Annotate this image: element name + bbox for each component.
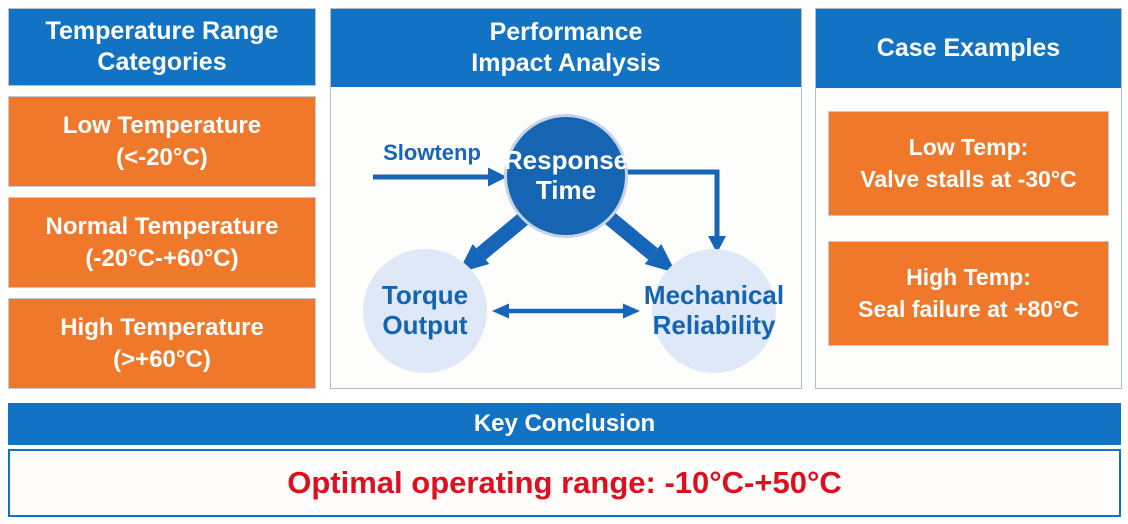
low-temp-case-box: Low Temp: Valve stalls at -30°C xyxy=(828,111,1109,216)
high-temp-case-box: High Temp: Seal failure at +80°C xyxy=(828,241,1109,346)
temperature-categories-title: Temperature Range Categories xyxy=(45,16,279,76)
case-examples-content: Low Temp: Valve stalls at -30°C High Tem… xyxy=(816,88,1121,346)
torque-output-node: Torque Output xyxy=(363,249,487,373)
torque-output-label: Torque Output xyxy=(381,280,469,340)
temperature-categories-panel: Temperature Range Categories Low Tempera… xyxy=(8,8,316,389)
conclusion-text: Optimal operating range: -10°C-+50°C xyxy=(287,465,842,500)
case-examples-panel: Case Examples Low Temp: Valve stalls at … xyxy=(815,8,1122,389)
response-time-node: Response Time xyxy=(504,114,628,238)
response-time-label: Response Time xyxy=(503,145,629,205)
response-to-reliability-elbow-arrow xyxy=(627,169,726,253)
high-temperature-label: High Temperature (>+60°C) xyxy=(60,313,264,373)
response-to-mechanical-arrow xyxy=(601,209,676,273)
key-conclusion-title: Key Conclusion xyxy=(473,410,656,437)
performance-analysis-title: Performance Impact Analysis xyxy=(471,17,661,77)
key-conclusion-header: Key Conclusion xyxy=(8,403,1121,445)
case-examples-title: Case Examples xyxy=(876,33,1061,62)
low-temp-case-label: Low Temp: Valve stalls at -30°C xyxy=(860,134,1077,192)
case-examples-header: Case Examples xyxy=(816,9,1121,88)
performance-analysis-header: Performance Impact Analysis xyxy=(331,9,801,87)
torque-mechanical-double-arrow xyxy=(492,303,640,319)
normal-temperature-label: Normal Temperature (-20°C-+60°C) xyxy=(45,212,279,272)
key-conclusion-body: Optimal operating range: -10°C-+50°C xyxy=(8,449,1121,517)
normal-temperature-box: Normal Temperature (-20°C-+60°C) xyxy=(8,197,316,288)
slowtemp-label: Slowtenp xyxy=(383,140,481,165)
slowtemp-arrow xyxy=(373,167,507,187)
low-temperature-label: Low Temperature (<-20°C) xyxy=(62,111,262,171)
mechanical-reliability-label: Mechanical Reliability xyxy=(643,280,785,340)
response-to-torque-arrow xyxy=(458,209,533,273)
high-temperature-box: High Temperature (>+60°C) xyxy=(8,298,316,389)
low-temperature-box: Low Temperature (<-20°C) xyxy=(8,96,316,187)
mechanical-reliability-node: Mechanical Reliability xyxy=(644,249,784,373)
temperature-categories-header: Temperature Range Categories xyxy=(8,8,316,86)
performance-analysis-panel: Performance Impact Analysis xyxy=(330,8,802,389)
high-temp-case-label: High Temp: Seal failure at +80°C xyxy=(858,264,1079,322)
